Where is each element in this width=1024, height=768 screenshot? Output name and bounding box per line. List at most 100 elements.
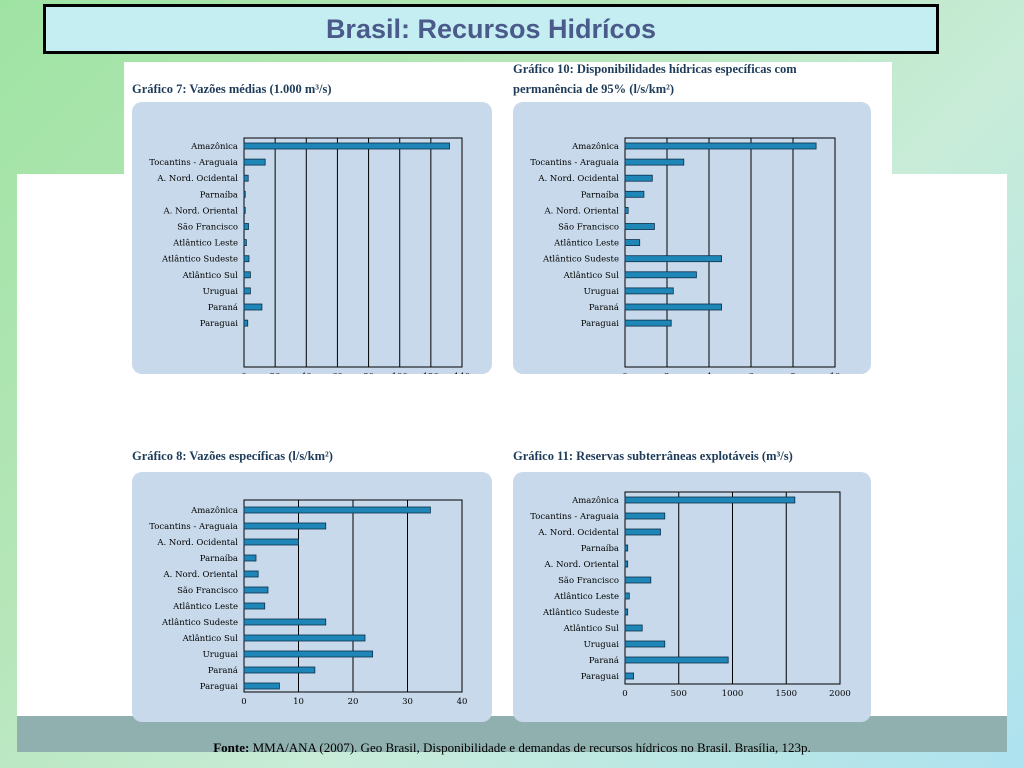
bar <box>243 554 257 562</box>
bar <box>624 640 666 648</box>
bar <box>624 223 655 230</box>
bar <box>243 142 450 150</box>
chart-11-title: Gráfico 11: Reservas subterrâneas explot… <box>513 449 793 463</box>
bar <box>243 223 249 230</box>
bar <box>243 666 316 674</box>
category-label: Atlântico Sudeste <box>542 254 619 265</box>
bar <box>243 634 366 642</box>
bar <box>243 303 263 311</box>
bar <box>243 570 259 578</box>
tick-label: 60 <box>332 372 343 374</box>
tick-label: 0 <box>241 372 246 374</box>
bar <box>243 650 374 658</box>
chart-7: 0 20 40 60 80 100 120 140 Amazônica Tocantins - A… <box>149 137 470 382</box>
category-label: São Francisco <box>558 575 619 586</box>
category-label: São Francisco <box>177 585 238 596</box>
tick-label: 20 <box>270 372 281 374</box>
category-label: Atlântico Leste <box>553 591 619 602</box>
chart-7-card: 0 20 40 60 80 100 120 140 Amazônica Tocantins - A… <box>132 102 492 382</box>
bar <box>624 496 796 504</box>
tick-label: 10 <box>830 372 841 374</box>
bar <box>243 506 431 514</box>
bar <box>243 602 266 610</box>
bar <box>624 672 634 680</box>
bar <box>243 682 280 690</box>
category-label: Parnaíba <box>200 553 238 564</box>
source-text: MMA/ANA (2007). Geo Brasil, Disponibilid… <box>252 740 811 755</box>
category-label: Atlântico Sudeste <box>161 617 238 628</box>
chart-10: 0 2 4 6 8 10 Amazônica Tocantins - Araguaia A. N… <box>530 137 841 382</box>
chart-10-card: 0 2 4 6 8 10 Amazônica Tocantins - Araguaia A. N… <box>513 102 871 382</box>
category-label: Paraguai <box>200 682 239 692</box>
category-label: Paraguai <box>200 319 239 329</box>
category-label: Amazônica <box>571 141 619 152</box>
bar <box>624 560 629 568</box>
bar <box>624 190 645 198</box>
category-label: A. Nord. Oriental <box>163 206 239 216</box>
category-label: Amazônica <box>571 495 619 506</box>
tick-label: 10 <box>293 697 304 707</box>
source-citation: Fonte: MMA/ANA (2007). Geo Brasil, Dispo… <box>0 740 1024 756</box>
tick-label: 500 <box>671 689 687 699</box>
category-label: A. Nord. Oriental <box>544 560 620 570</box>
bar <box>624 142 817 150</box>
bar <box>624 528 661 536</box>
category-label: Amazônica <box>190 505 238 516</box>
tick-label: 0 <box>622 372 627 374</box>
tick-label: 100 <box>392 372 408 374</box>
chart-10-title-line-2: permanência de 95% (l/s/km²) <box>513 82 675 96</box>
category-label: Tocantins - Araguaia <box>149 158 238 168</box>
chart-11: 0 500 1000 1500 2000 Amazônica Tocantins - Ara… <box>530 491 851 699</box>
tick-label: 0 <box>241 697 246 707</box>
tick-label: 140 <box>454 372 470 374</box>
chart-7-title: Gráfico 7: Vazões médias (1.000 m³/s) <box>132 82 332 96</box>
bar <box>243 158 266 166</box>
category-label: A. Nord. Ocidental <box>537 174 619 184</box>
bar <box>624 544 629 552</box>
slide-title-box: Brasil: Recursos Hidrícos <box>43 4 939 54</box>
category-label: São Francisco <box>558 222 619 233</box>
plot-frame <box>624 137 836 368</box>
category-label: Uruguai <box>584 640 620 650</box>
category-label: Paraná <box>589 302 619 313</box>
plot-frame <box>624 491 841 685</box>
bar <box>624 592 630 600</box>
bar <box>243 538 299 546</box>
bar <box>624 287 674 295</box>
bar <box>243 174 249 182</box>
category-label: Amazônica <box>190 141 238 152</box>
category-label: Tocantins - Araguaia <box>530 158 619 168</box>
category-label: Uruguai <box>584 287 620 297</box>
category-label: Parnaíba <box>581 189 619 200</box>
bar <box>243 319 249 327</box>
category-label: Tocantins - Araguaia <box>530 512 619 522</box>
category-label: Uruguai <box>203 287 239 297</box>
chart-8: 0 10 20 30 40 Amazônica Tocantins - Araguaia A.… <box>149 499 468 707</box>
tick-label: 40 <box>457 697 468 707</box>
category-label: Parnaíba <box>200 189 238 200</box>
category-label: A. Nord. Ocidental <box>156 538 238 548</box>
category-label: Atlântico Sul <box>563 270 620 281</box>
tick-label: 4 <box>706 372 711 374</box>
tick-label: 2 <box>664 372 669 374</box>
chart-10-title-line-1: Gráfico 10: Disponibilidades hídricas es… <box>513 62 797 76</box>
category-label: Atlântico Sudeste <box>542 607 619 618</box>
bar <box>624 303 722 311</box>
bar <box>624 656 729 664</box>
category-label: Parnaíba <box>581 543 619 554</box>
tick-label: 80 <box>363 372 374 374</box>
bar <box>243 522 327 530</box>
chart-8-title: Gráfico 8: Vazões específicas (l/s/km²) <box>132 449 333 463</box>
category-label: Atlântico Leste <box>172 601 238 612</box>
tick-label: 0 <box>622 689 627 699</box>
bar <box>624 255 722 263</box>
category-label: Atlântico Sul <box>182 633 239 644</box>
bar <box>624 624 643 632</box>
bar <box>243 287 251 295</box>
bar <box>624 576 652 584</box>
category-label: Tocantins - Araguaia <box>149 522 238 532</box>
figure-area: Gráfico 7: Vazões médias (1.000 m³/s) 0 2… <box>124 62 892 722</box>
bar <box>624 512 666 520</box>
plot-frame <box>243 137 463 368</box>
tick-label: 6 <box>748 372 753 374</box>
